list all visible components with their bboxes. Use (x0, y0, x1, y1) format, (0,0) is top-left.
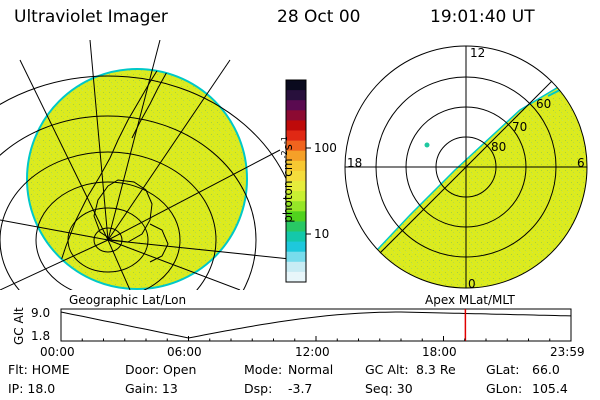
date-label: 28 Oct 00 (277, 7, 361, 27)
colorbar-tick-10: 10 (314, 227, 330, 241)
mode-label: Mode: (244, 362, 283, 377)
geographic-panel-label: Geographic Lat/Lon (69, 293, 187, 307)
colorbar-cell (286, 80, 306, 91)
colorbar-cell (286, 241, 306, 253)
gain-field: Gain: 13 (125, 381, 178, 396)
timeline-ytick-1-8: 1.8 (31, 329, 51, 343)
colorbar-cell (286, 150, 306, 162)
mlt-0-label: 0 (468, 277, 476, 291)
aurora-region (345, 58, 587, 288)
time-label: 19:01:40 UT (430, 7, 535, 27)
polar-panel-label: Apex MLat/MLT (425, 293, 515, 307)
mlt-6-label: 6 (577, 156, 585, 170)
colorbar-cell (286, 261, 306, 273)
colorbar-cell (286, 130, 306, 142)
timeline-xtick-12: 12:00 (295, 345, 330, 359)
timeline-xtick-0: 00:00 (40, 345, 75, 359)
colorbar (285, 79, 311, 283)
colorbar-cell (286, 120, 306, 131)
colorbar-tick-100: 100 (314, 141, 337, 155)
colorbar-cell (286, 211, 306, 222)
colorbar-unit-label: photon cm-2s-1 (280, 136, 295, 223)
colorbar-cell (286, 201, 306, 212)
mode-value: Normal (288, 362, 334, 377)
colorbar-cell (286, 90, 306, 101)
colorbar-cell (286, 221, 306, 232)
dsp-label: Dsp: (244, 381, 273, 396)
colorbar-cell (286, 191, 306, 202)
mlat-70-label: 70 (512, 120, 528, 134)
colorbar-cell (286, 231, 306, 243)
ip-field: IP: 18.0 (8, 381, 56, 396)
door-field: Door: Open (125, 362, 197, 377)
glon-value: 105.4 (532, 381, 568, 396)
glat-label: GLat: (486, 362, 520, 377)
colorbar-cell (286, 110, 306, 121)
timeline-axis-label: GC Alt (12, 307, 26, 345)
mlat-60-label: 60 (536, 97, 552, 111)
gc-alt-timeline (60, 308, 572, 342)
mlt-18-label: 18 (347, 156, 363, 170)
colorbar-cell (286, 181, 306, 192)
polar-panel (344, 45, 588, 289)
timeline-ytick-9: 9.0 (31, 306, 51, 320)
gc-alt-value: 8.3 Re (416, 362, 456, 377)
colorbar-cell (286, 140, 306, 152)
geographic-panel (0, 40, 290, 290)
flight-field: Flt: HOME (8, 362, 70, 377)
glon-label: GLon: (486, 381, 523, 396)
colorbar-cell (286, 160, 306, 172)
colorbar-cell (286, 100, 306, 111)
seq-field: Seq: 30 (365, 381, 413, 396)
colorbar-cell (286, 170, 306, 182)
glat-value: 66.0 (532, 362, 560, 377)
instrument-title: Ultraviolet Imager (14, 7, 168, 27)
timeline-xtick-18: 18:00 (422, 345, 457, 359)
mlat-80-label: 80 (491, 140, 507, 154)
earth-disk (26, 68, 248, 290)
timeline-xtick-6: 06:00 (167, 345, 202, 359)
mlt-12-label: 12 (470, 46, 486, 60)
timeline-xtick-end: 23:59 (550, 345, 585, 359)
colorbar-cell (286, 271, 306, 283)
colorbar-cell (286, 251, 306, 263)
gc-alt-label: GC Alt: (365, 362, 409, 377)
dsp-value: -3.7 (288, 381, 313, 396)
